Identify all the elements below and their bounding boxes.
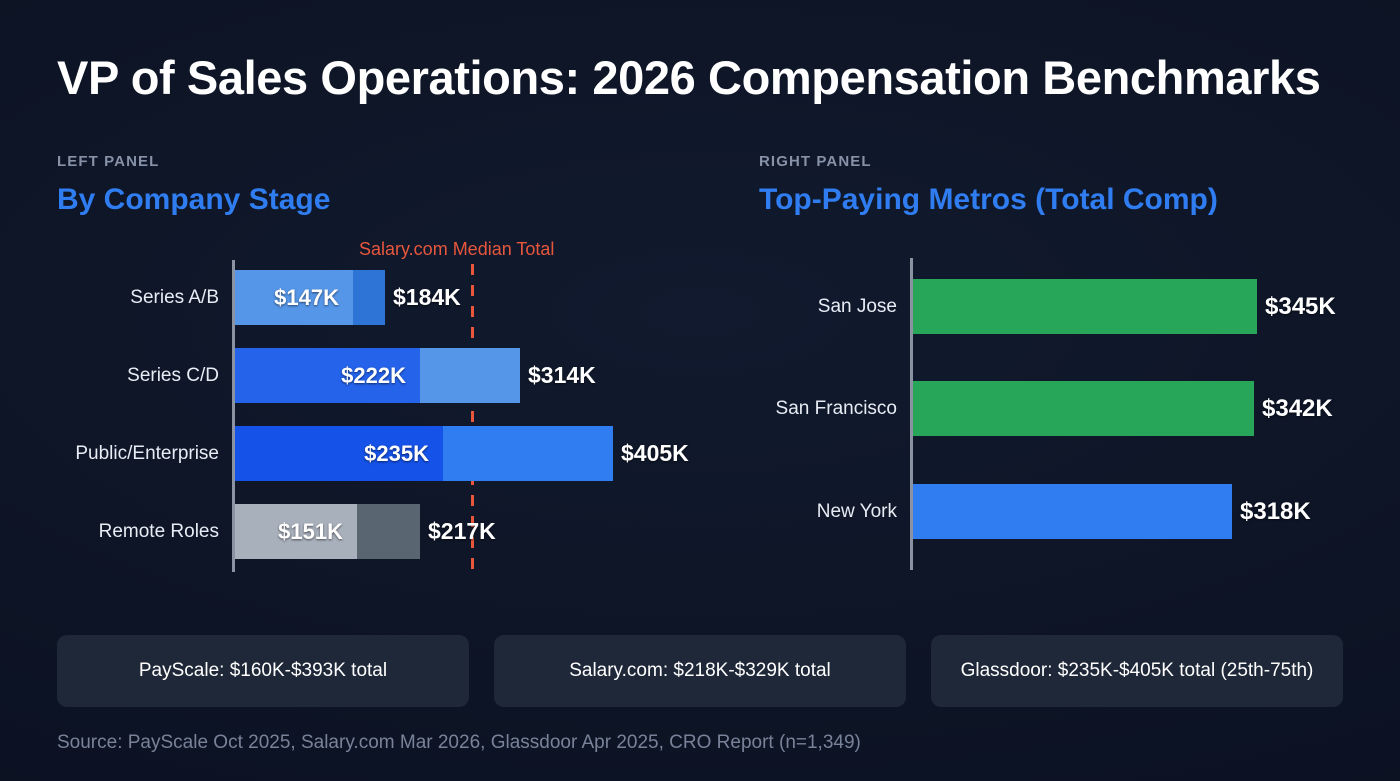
left-panel-eyebrow: LEFT PANEL bbox=[57, 153, 160, 170]
median-line-label: Salary.com Median Total bbox=[359, 239, 555, 259]
bar-base-value: $147K bbox=[274, 284, 339, 310]
row-label: New York bbox=[816, 501, 897, 522]
row-label: Series A/B bbox=[130, 287, 219, 308]
right-panel-title: Top-Paying Metros (Total Comp) bbox=[759, 183, 1218, 216]
metro-bar bbox=[913, 484, 1232, 539]
bar-segment-base: $151K bbox=[235, 504, 357, 559]
metro-bar-value: $345K bbox=[1265, 293, 1336, 320]
row-label: Remote Roles bbox=[98, 521, 219, 542]
median-reference-line bbox=[471, 264, 474, 569]
metro-bar bbox=[913, 381, 1254, 436]
bar-base-value: $235K bbox=[364, 440, 429, 466]
row-label: Public/Enterprise bbox=[75, 443, 219, 464]
source-card-salarycom: Salary.com: $218K-$329K total bbox=[494, 635, 906, 707]
company-stage-chart: Salary.com Median Total Series A/B $147K… bbox=[0, 239, 720, 580]
right-panel-eyebrow: RIGHT PANEL bbox=[759, 153, 872, 170]
bar-segment-base: $147K bbox=[235, 270, 353, 325]
source-card-glassdoor: Glassdoor: $235K-$405K total (25th-75th) bbox=[931, 635, 1343, 707]
source-card-row: PayScale: $160K-$393K total Salary.com: … bbox=[57, 635, 1343, 707]
bar-base-value: $151K bbox=[278, 518, 343, 544]
metro-bar-value: $318K bbox=[1240, 498, 1311, 525]
left-panel-title: By Company Stage bbox=[57, 183, 331, 216]
bar-total-value: $405K bbox=[621, 440, 689, 466]
metro-bar bbox=[913, 279, 1257, 334]
row-label: Series C/D bbox=[127, 365, 219, 386]
left-chart-axis bbox=[232, 260, 235, 572]
metro-bar-value: $342K bbox=[1262, 395, 1333, 422]
row-label: San Francisco bbox=[775, 398, 897, 419]
bar-total-value: $184K bbox=[393, 284, 461, 310]
bar-segment-base: $235K bbox=[235, 426, 443, 481]
source-note: Source: PayScale Oct 2025, Salary.com Ma… bbox=[57, 732, 861, 753]
bar-total-value: $217K bbox=[428, 518, 496, 544]
top-metros-chart: San Jose $345K San Francisco $342K New Y… bbox=[720, 240, 1400, 580]
row-label: San Jose bbox=[817, 296, 897, 317]
bar-segment-base: $222K bbox=[235, 348, 420, 403]
bar-base-value: $222K bbox=[341, 362, 406, 388]
right-chart-axis bbox=[910, 258, 913, 570]
bar-total-value: $314K bbox=[528, 362, 596, 388]
page-title: VP of Sales Operations: 2026 Compensatio… bbox=[57, 51, 1321, 104]
source-card-payscale: PayScale: $160K-$393K total bbox=[57, 635, 469, 707]
